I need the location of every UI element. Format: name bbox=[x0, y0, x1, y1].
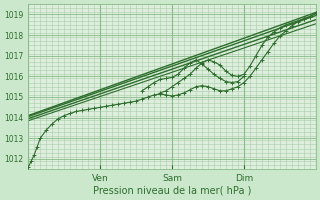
X-axis label: Pression niveau de la mer( hPa ): Pression niveau de la mer( hPa ) bbox=[93, 186, 251, 196]
